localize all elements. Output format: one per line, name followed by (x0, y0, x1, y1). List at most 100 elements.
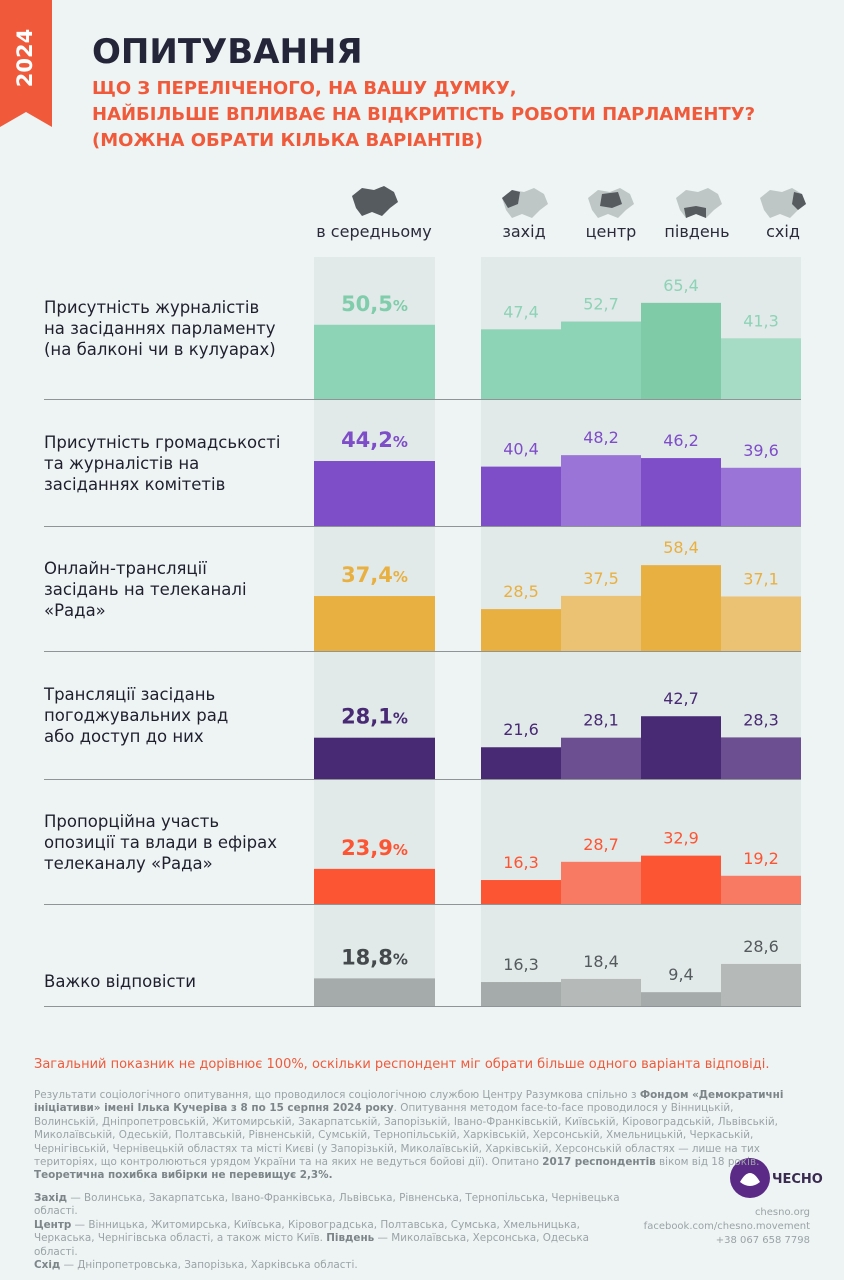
region-label: 16,3 (503, 853, 539, 872)
map-icon (352, 186, 398, 216)
average-value: 18,8 (341, 945, 393, 969)
average-bar (314, 868, 435, 904)
average-label: 23,9% (341, 836, 408, 860)
method-text: Результати соціологічного опитування, що… (34, 1089, 640, 1101)
row-label-line: Присутність журналістів (44, 297, 260, 317)
subtitle: НАЙБІЛЬШЕ ВПЛИВАЄ НА ВІДКРИТІСТЬ РОБОТИ … (92, 103, 755, 125)
region-bar (561, 595, 641, 651)
row-label-line: засіданнях комітетів (44, 474, 226, 494)
region-label: 28,6 (743, 937, 779, 956)
contact: facebook.com/chesno.movement (643, 1221, 810, 1232)
map-icons (352, 186, 806, 218)
row-label-line: «Рада» (44, 600, 106, 620)
region-bar (641, 855, 721, 904)
average-bar (314, 978, 435, 1006)
method-bold: Теоретична похибка вибірки не перевищує … (34, 1169, 333, 1182)
map-icon (502, 188, 548, 218)
row-label-line: та журналістів на (44, 453, 200, 473)
row-label-line: Трансляції засідань (44, 685, 216, 704)
row-label-line: (на балконі чи в кулуарах) (44, 339, 276, 359)
unit: % (393, 568, 408, 586)
region-text: — Дніпропетровська, Запорізька, Харківсь… (60, 1259, 358, 1272)
region-name: Південь (326, 1232, 375, 1245)
region-label: 41,3 (743, 311, 779, 330)
average-bar (314, 737, 435, 779)
region-bar (641, 716, 721, 779)
region-bar (641, 458, 721, 526)
row-label: Пропорційна участь опозиції та влади в еф… (44, 811, 304, 874)
region-label: 32,9 (663, 829, 699, 848)
row-label-line: на засіданнях парламенту (44, 318, 276, 338)
column-header: південь (664, 222, 729, 241)
region-label: 18,4 (583, 952, 619, 971)
region-label: 16,3 (503, 955, 539, 974)
method-bold: Фондом «Демократичні ініціативи» імені І… (34, 1089, 784, 1115)
map-icon (760, 188, 806, 218)
region-bar (721, 963, 801, 1006)
region-label: 46,2 (663, 431, 699, 450)
row-label-line: засідань на телеканалі (44, 579, 247, 599)
average-value: 23,9 (341, 836, 393, 860)
average-label: 44,2% (341, 428, 408, 452)
average-label: 28,1% (341, 705, 408, 729)
region-label: 9,4 (668, 965, 693, 984)
map-icon (676, 188, 722, 218)
row-label-line: телеканалу «Рада» (44, 853, 213, 873)
contact: +38 067 658 7798 (715, 1235, 810, 1246)
row-label-line: Присутність громадськості (44, 432, 281, 452)
row-label: Присутність журналістів на засіданнях пар… (44, 297, 304, 360)
region-bar (641, 302, 721, 399)
unit: % (393, 950, 408, 968)
title: ОПИТУВАННЯ (92, 32, 363, 72)
region-label: 39,6 (743, 441, 779, 460)
column-header: в середньому (316, 222, 431, 241)
row-label: Трансляції засідань погоджувальних рад або… (44, 684, 304, 747)
row-label-line: Онлайн-трансляції (44, 558, 207, 578)
row-label-line: або доступ до них (44, 727, 204, 746)
row-label-line: погоджувальних рад (44, 706, 229, 725)
column-header: схід (766, 222, 800, 241)
region-text: — Волинська, Закарпатська, Івано-Франків… (34, 1192, 620, 1218)
region-label: 48,2 (583, 428, 619, 447)
region-bar (481, 880, 561, 904)
unit: % (393, 710, 408, 728)
region-label: 21,6 (503, 720, 539, 739)
method-text: віком від 18 років. (655, 1156, 760, 1169)
region-bar (561, 737, 641, 779)
region-text: — Вінницька, Житомирська, Київська, Кіро… (34, 1218, 580, 1245)
region-bar (561, 455, 641, 526)
region-label: 28,7 (583, 835, 619, 854)
region-label: 65,4 (663, 276, 699, 295)
region-label: 52,7 (583, 295, 619, 314)
column-header: захід (502, 222, 545, 241)
region-bar (721, 467, 801, 526)
year-badge (0, 0, 52, 127)
method-bold: 2017 респондентів (542, 1156, 656, 1169)
subtitle: ЩО З ПЕРЕЛІЧЕНОГО, НА ВАШУ ДУМКУ, (92, 78, 517, 99)
logo-text: ЧЕСНО (772, 1172, 823, 1187)
region-label: 40,4 (503, 440, 539, 459)
average-label: 50,5% (341, 292, 408, 316)
region-label: 19,2 (743, 849, 779, 868)
region-label: 58,4 (663, 538, 699, 557)
region-bar (481, 609, 561, 651)
region-bar (481, 982, 561, 1006)
region-bar (481, 747, 561, 779)
region-bar (481, 466, 561, 526)
unit: % (393, 433, 408, 451)
region-name: Центр (34, 1218, 72, 1231)
contact: chesno.org (754, 1207, 810, 1218)
region-label: 28,1 (583, 711, 619, 730)
region-name: Захід (34, 1192, 68, 1204)
regions-note: Захід — Волинська, Закарпатська, Івано-Ф… (34, 1192, 634, 1272)
column-header: центр (586, 222, 637, 241)
contacts: chesno.org facebook.com/chesno.movement … (644, 1206, 810, 1248)
logo-glyph (740, 1173, 760, 1186)
average-bar (314, 324, 435, 399)
region-bar (561, 321, 641, 399)
average-value: 44,2 (341, 428, 393, 452)
region-bar (721, 875, 801, 904)
row-label-line: Пропорційна участь (44, 811, 220, 831)
average-value: 28,1 (341, 705, 393, 729)
